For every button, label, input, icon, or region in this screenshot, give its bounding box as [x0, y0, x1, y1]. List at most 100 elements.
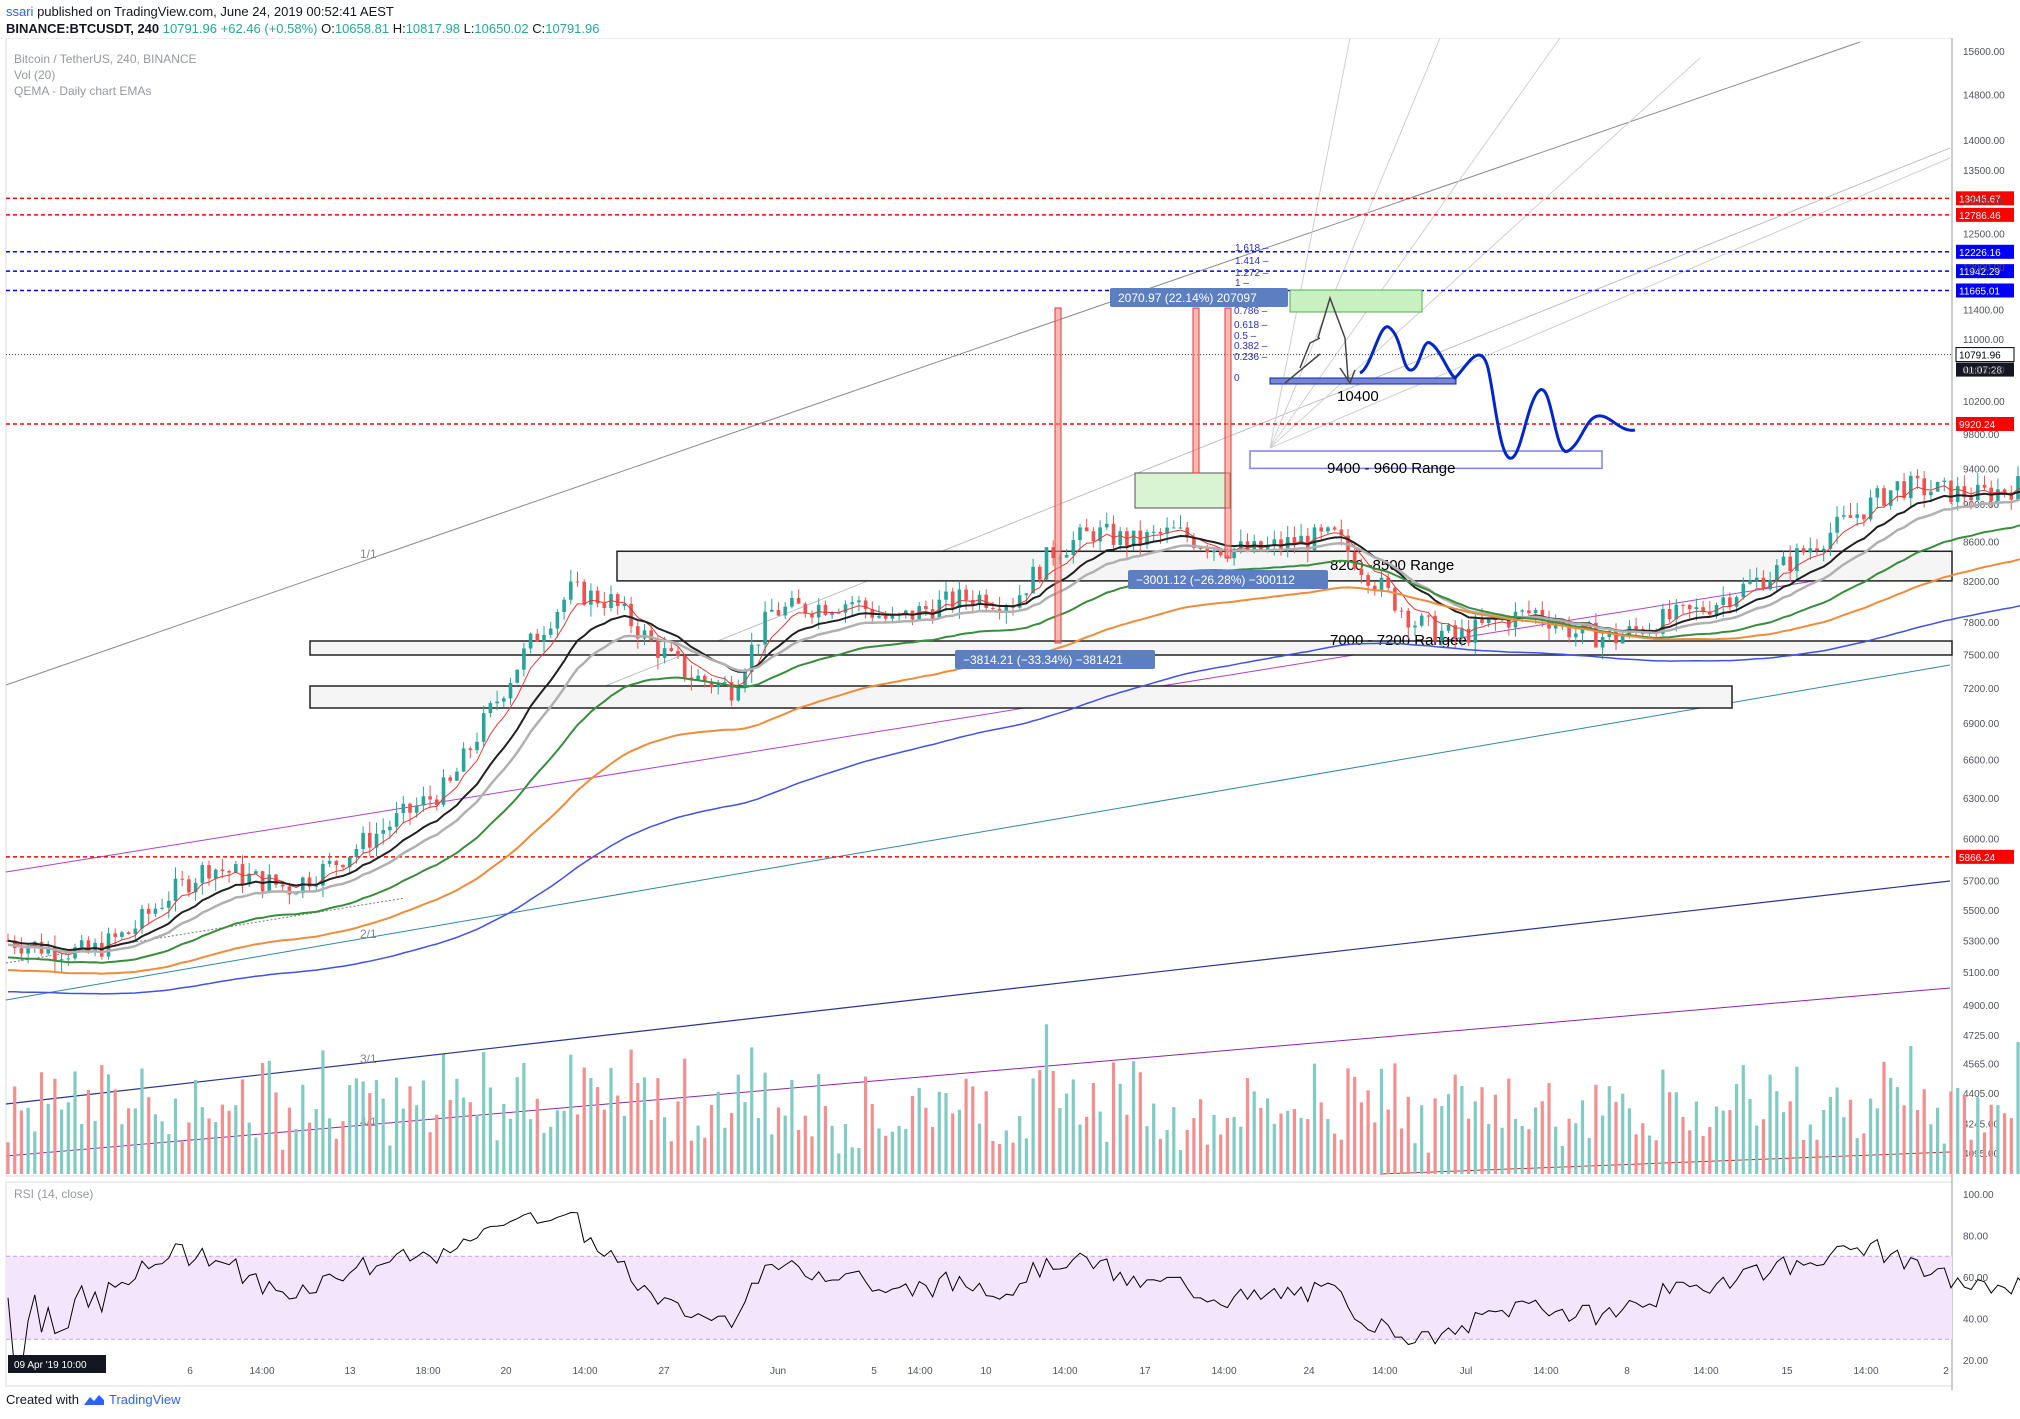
- candle-body: [1031, 566, 1035, 594]
- fib-level-label: 0.786 –: [1234, 306, 1268, 317]
- last-price: 10791.96: [162, 21, 217, 36]
- candle-body: [1955, 486, 1960, 502]
- candle-body: [1781, 556, 1786, 566]
- volume-bar: [1768, 1074, 1772, 1174]
- candle-body: [1379, 577, 1384, 591]
- volume-bar: [924, 1107, 928, 1174]
- trendline-teal: [5, 664, 1951, 1001]
- candle-body: [1004, 606, 1009, 612]
- candle-body: [1078, 527, 1082, 541]
- candle-body: [1527, 610, 1531, 614]
- volume-bar: [656, 1078, 660, 1174]
- candle-body: [1218, 550, 1223, 556]
- volume-bar: [247, 1122, 251, 1174]
- candle-body: [1520, 610, 1524, 612]
- volume-bar: [502, 1103, 506, 1174]
- price-chart[interactable]: Bitcoin / TetherUS, 240, BINANCE Vol (20)…: [0, 38, 2020, 1390]
- fib-level-label: 0: [1234, 373, 1240, 384]
- volume-bar: [334, 1138, 338, 1174]
- candle-body: [1205, 548, 1210, 553]
- candle-body: [213, 869, 218, 879]
- author-link[interactable]: ssari: [6, 4, 34, 19]
- volume-bar: [234, 1105, 238, 1174]
- candle-body: [1198, 547, 1203, 549]
- price-tick-label: 5500.00: [1963, 906, 2000, 917]
- candle-body: [1614, 630, 1618, 644]
- price-tick-label: 9400.00: [1963, 464, 2000, 475]
- volume-bar: [1018, 1115, 1022, 1174]
- candle-body: [997, 608, 1002, 612]
- volume-bar: [951, 1113, 955, 1174]
- volume-bar: [1748, 1098, 1752, 1174]
- level-price-tag: [1956, 416, 2014, 431]
- volume-bar: [113, 1089, 117, 1174]
- price-tick-label: 7800.00: [1963, 618, 2000, 629]
- volume-bar: [1694, 1101, 1698, 1174]
- candle-body: [1540, 609, 1545, 621]
- fib-level-label: 1.272 –: [1235, 268, 1269, 279]
- volume-bar: [1426, 1152, 1430, 1174]
- volume-bar: [1507, 1078, 1511, 1174]
- candle-body: [830, 612, 834, 615]
- volume-bar: [609, 1067, 613, 1174]
- candle-body: [1265, 544, 1270, 551]
- volume-bar: [1848, 1099, 1853, 1174]
- candle-body: [971, 599, 975, 605]
- candle-body: [1969, 497, 1973, 501]
- volume-bar: [649, 1119, 653, 1174]
- candle-body: [749, 644, 754, 673]
- candle-body: [1835, 516, 1839, 533]
- candle-body: [381, 830, 385, 834]
- candle-body: [1419, 615, 1424, 626]
- volume-bar: [1071, 1079, 1075, 1174]
- volume-bar: [39, 1072, 44, 1174]
- volume-bar: [1165, 1130, 1169, 1174]
- level-price-label: 9920.24: [1959, 420, 1996, 431]
- time-tick-label: 27: [658, 1366, 670, 1377]
- volume-bar: [1359, 1102, 1363, 1174]
- volume-bar: [86, 1089, 90, 1174]
- candle-body: [1453, 625, 1457, 638]
- candle-body: [1292, 537, 1297, 545]
- volume-bar: [1534, 1107, 1538, 1174]
- candle-body: [307, 877, 312, 887]
- volume-bar: [1835, 1087, 1839, 1174]
- candle-body: [1138, 530, 1143, 545]
- volume-bar: [153, 1114, 157, 1174]
- candle-body: [629, 603, 633, 627]
- volume-bar: [508, 1118, 513, 1174]
- volume-bar: [1942, 1143, 1946, 1174]
- tradingview-link[interactable]: TradingView: [108, 1392, 181, 1407]
- volume-bar: [663, 1117, 667, 1174]
- gann-label: 1/1: [360, 547, 377, 561]
- candle-body: [796, 597, 801, 604]
- volume-bar: [1741, 1065, 1745, 1174]
- volume-bar: [1312, 1063, 1317, 1174]
- candle-body: [1473, 619, 1478, 643]
- candle-body: [113, 933, 117, 937]
- volume-bar: [1601, 1115, 1605, 1174]
- candle-body: [696, 675, 700, 681]
- close-value: 10791.96: [545, 21, 600, 36]
- candle-body: [1808, 548, 1813, 553]
- candle-body: [475, 741, 479, 751]
- high-label: H:: [392, 21, 406, 36]
- volume-bar: [26, 1107, 30, 1174]
- price-tick-label: 14800.00: [1963, 90, 2005, 101]
- volume-bar: [937, 1091, 941, 1174]
- volume-bar: [1420, 1105, 1424, 1174]
- candle-body: [1359, 568, 1364, 576]
- candle-body: [240, 864, 245, 885]
- candle-body: [1976, 484, 1980, 501]
- candle-body: [1768, 580, 1772, 590]
- candle-body: [59, 959, 64, 961]
- volume-bar: [602, 1109, 606, 1174]
- candle-body: [401, 803, 406, 814]
- candle-body: [1051, 547, 1055, 559]
- candle-body: [321, 863, 325, 886]
- range-box: [1249, 450, 1603, 470]
- volume-bar: [207, 1118, 211, 1174]
- volume-bar: [1587, 1137, 1591, 1174]
- volume-bar: [1172, 1107, 1176, 1174]
- candle-body: [716, 682, 720, 688]
